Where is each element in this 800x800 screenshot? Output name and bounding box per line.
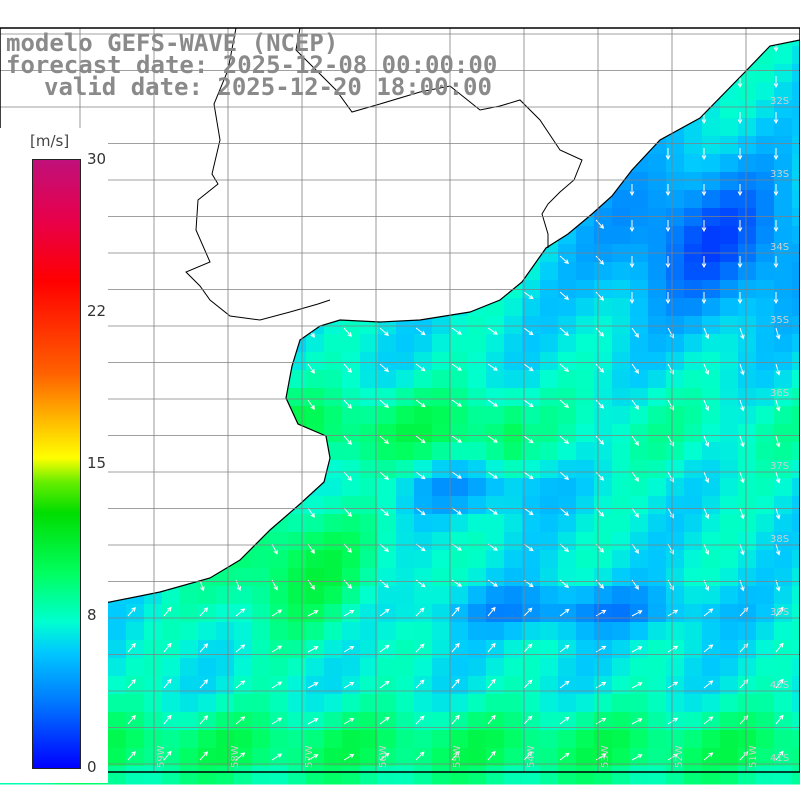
lat-label: 41S — [770, 753, 789, 764]
colorbar-unit: [m/s] — [30, 132, 70, 150]
colorbar-tick: 30 — [87, 150, 107, 168]
forecast-date: forecast date: 2025-12-08 00:00:00 — [6, 51, 498, 79]
lat-lon-grid — [0, 28, 800, 772]
map-frame — [0, 27, 800, 773]
lat-label: 39S — [770, 607, 789, 618]
valid-date: valid date: 2025-12-20 18:00:00 — [44, 73, 492, 101]
colorbar-tick: 15 — [87, 454, 107, 472]
lon-label: 53W — [600, 745, 611, 768]
border-line — [295, 27, 583, 248]
lat-label: 37S — [770, 461, 789, 472]
lat-label: 36S — [770, 388, 789, 399]
lon-label: 56W — [378, 745, 389, 768]
colorbar-tick: 0 — [87, 758, 97, 776]
lon-label: 54W — [526, 745, 537, 768]
lat-labels: 32S 33S 34S 35S 36S 37S 38S 39S 40S 41S — [770, 96, 789, 764]
colorbar-tick: 8 — [87, 606, 97, 624]
colorbar-tick: 22 — [87, 302, 107, 320]
lat-label: 35S — [770, 315, 789, 326]
lat-label: 33S — [770, 169, 789, 180]
lon-label: 51W — [748, 745, 759, 768]
lat-label: 34S — [770, 242, 789, 253]
lat-label: 38S — [770, 534, 789, 545]
land-mask — [0, 28, 800, 616]
lon-label: 57W — [304, 745, 315, 768]
model-title: modelo GEFS-WAVE (NCEP) — [6, 29, 339, 57]
lon-label: 52W — [674, 745, 685, 768]
lat-label: 40S — [770, 680, 789, 691]
lon-label: 59W — [156, 745, 167, 768]
border-line — [185, 27, 331, 321]
lon-label: 58W — [230, 745, 241, 768]
lat-label: 32S — [770, 96, 789, 107]
lon-label: 55W — [452, 745, 463, 768]
colorbar — [32, 159, 81, 769]
